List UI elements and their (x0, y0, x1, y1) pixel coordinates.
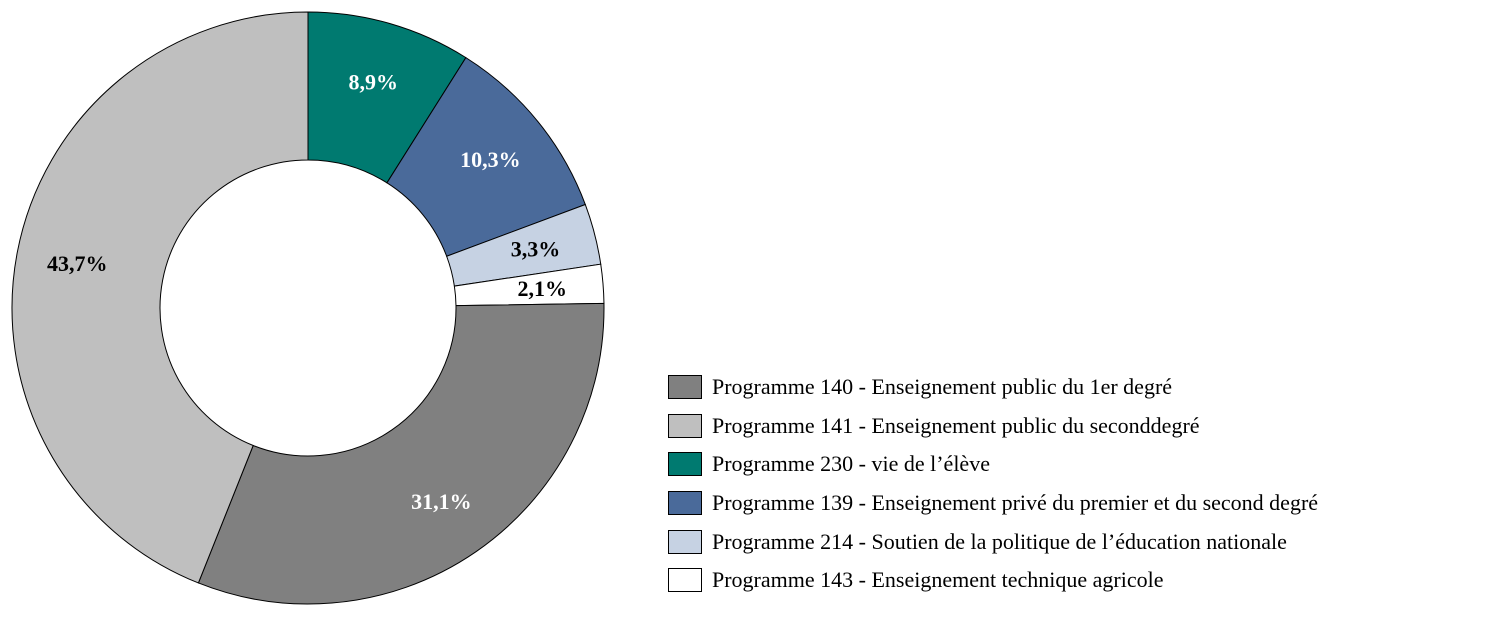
legend-label: Programme 141 - Enseignement public du s… (712, 412, 1200, 438)
data-label: 2,1% (517, 276, 567, 301)
legend-swatch (668, 568, 702, 593)
legend-item: Programme 139 - Enseignement privé du pr… (668, 484, 1318, 523)
legend-item: Programme 143 - Enseignement technique a… (668, 561, 1318, 600)
legend-label: Programme 139 - Enseignement privé du pr… (712, 490, 1319, 516)
legend-swatch (668, 491, 702, 516)
slices-layer (11, 11, 605, 605)
legend-swatch (668, 452, 702, 477)
legend-swatch (668, 413, 702, 438)
legend: Programme 140 - Enseignement public du 1… (668, 368, 1318, 600)
donut-chart: 8,9% 10,3% 3,3% 2,1% 31,1% 43,7% (11, 11, 605, 605)
data-label: 43,7% (47, 251, 108, 276)
legend-swatch (668, 375, 702, 400)
legend-label: Programme 230 - vie de l’élève (712, 451, 990, 477)
legend-label: Programme 140 - Enseignement public du 1… (712, 374, 1173, 400)
data-label: 3,3% (511, 237, 561, 262)
legend-label: Programme 143 - Enseignement technique a… (712, 567, 1164, 593)
donut-slice (197, 302, 605, 605)
legend-label: Programme 214 - Soutien de la politique … (712, 528, 1287, 554)
legend-item: Programme 214 - Soutien de la politique … (668, 522, 1318, 561)
legend-item: Programme 141 - Enseignement public du s… (668, 407, 1318, 446)
donut-slice (11, 11, 309, 584)
legend-item: Programme 230 - vie de l’élève (668, 445, 1318, 484)
legend-item: Programme 140 - Enseignement public du 1… (668, 368, 1318, 407)
data-label: 10,3% (460, 147, 521, 172)
data-label: 8,9% (348, 70, 398, 95)
data-label: 31,1% (411, 489, 472, 514)
data-labels-layer: 8,9% 10,3% 3,3% 2,1% 31,1% 43,7% (47, 70, 567, 514)
legend-swatch (668, 529, 702, 554)
